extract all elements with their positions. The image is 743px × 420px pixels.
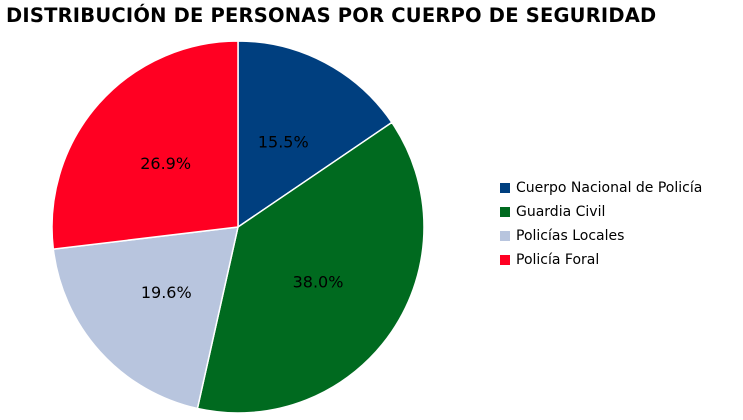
legend-item: Policías Locales — [500, 224, 702, 248]
data-label-1: 38.0% — [293, 272, 344, 291]
pie-slice-3 — [51, 40, 239, 250]
legend: Cuerpo Nacional de Policía Guardia Civil P… — [500, 176, 702, 272]
legend-item: Cuerpo Nacional de Policía — [500, 176, 702, 200]
legend-swatch — [500, 255, 510, 265]
legend-swatch — [500, 207, 510, 217]
data-label-3: 26.9% — [140, 154, 191, 173]
legend-swatch — [500, 183, 510, 193]
pie-slice-1 — [196, 121, 425, 414]
chart-title: DISTRIBUCIÓN DE PERSONAS POR CUERPO DE S… — [6, 4, 657, 27]
legend-label: Guardia Civil — [516, 204, 606, 220]
legend-item: Guardia Civil — [500, 200, 702, 224]
pie-slice-2 — [52, 226, 239, 410]
legend-item: Policía Foral — [500, 248, 702, 272]
legend-swatch — [500, 231, 510, 241]
data-label-2: 19.6% — [141, 283, 192, 302]
legend-label: Policías Locales — [516, 228, 625, 244]
pie-slice-0 — [237, 40, 393, 229]
legend-label: Policía Foral — [516, 252, 600, 268]
data-label-0: 15.5% — [258, 133, 309, 152]
legend-label: Cuerpo Nacional de Policía — [516, 180, 703, 196]
